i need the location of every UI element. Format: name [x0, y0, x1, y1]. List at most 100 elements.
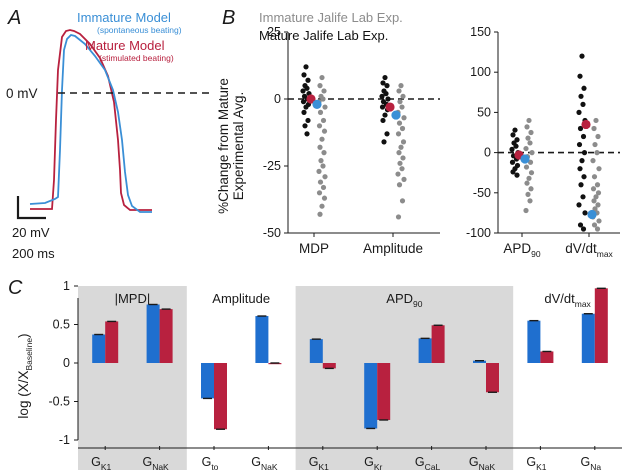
b-immature-exp-point [317, 211, 323, 217]
b-immature-exp-point [318, 158, 324, 164]
c-group-shade [295, 286, 514, 470]
b-immature-exp-point [320, 117, 327, 124]
b-immature-exp-point [396, 120, 403, 126]
b-ytick-label: 50 [477, 105, 491, 119]
b-mature-exp-point [577, 125, 584, 132]
c-ytick-label: -0.5 [48, 395, 70, 409]
b-immature-exp-point [525, 191, 531, 198]
b-immature-exp-point [317, 109, 324, 115]
b-mature-exp-point [577, 73, 583, 79]
b-immature-exp-point [526, 175, 532, 181]
b-immature-exp-point [321, 195, 328, 201]
immature-model-trace [29, 34, 152, 213]
c-immature-bar [146, 304, 160, 363]
b-mature-exp-point [301, 72, 307, 78]
b-immature-exp-point [400, 139, 407, 145]
b-immature-exp-point [316, 190, 323, 196]
b-mature-exp-point [576, 109, 582, 115]
b-mature-model-point [581, 119, 591, 130]
c-immature-bar [364, 363, 378, 429]
b-mature-exp-point [302, 123, 308, 129]
b-immature-exp-point [322, 104, 328, 110]
c-immature-bar [473, 360, 486, 363]
b-immature-exp-point [591, 125, 597, 132]
c-ytick-label: 0 [63, 356, 70, 370]
b-immature-exp-point [594, 182, 601, 188]
c-mature-bar [540, 351, 554, 363]
c-mature-bar [214, 363, 227, 430]
b-mature-exp-point [579, 53, 585, 59]
c-mature-bar [486, 363, 499, 393]
c-immature-bar [201, 363, 214, 399]
c-group-title: Amplitude [212, 291, 270, 306]
b-immature-exp-point [591, 174, 598, 180]
b-immature-exp-point [590, 186, 597, 192]
b-ytick-label: 0 [274, 92, 281, 106]
b-immature-exp-point [523, 145, 529, 152]
zero-mv-label: 0 mV [6, 86, 38, 101]
b-immature-exp-point [525, 135, 531, 141]
c-ylabel: log (X/XBaseline) [16, 333, 34, 418]
b-immature-exp-point [320, 184, 327, 191]
b-immature-exp-point [595, 133, 601, 140]
c-gene-label: GK1 [91, 455, 111, 472]
b-right-plot: 150 100 50 0 -50 -100 APD90 dV/dtmax [466, 25, 620, 259]
b-immature-exp-point [319, 203, 325, 209]
b-immature-exp-point [397, 160, 403, 166]
b-immature-exp-point [594, 150, 600, 156]
b-mature-exp-point [579, 158, 585, 164]
b-mature-exp-point [301, 109, 307, 115]
c-immature-bar [92, 334, 106, 363]
b-mature-exp-point [576, 202, 582, 208]
b-mature-exp-point [305, 77, 311, 83]
b-mature-exp-point [509, 159, 516, 165]
b-immature-model-point [391, 110, 401, 120]
b-immature-exp-point [321, 88, 327, 94]
b-immature-exp-point [590, 158, 596, 164]
b-ytick-label: 0 [484, 146, 491, 160]
b-immature-exp-point [398, 83, 404, 89]
b-immature-exp-point [319, 74, 325, 81]
b-immature-exp-point [524, 180, 530, 186]
c-mature-bar [322, 363, 336, 369]
b-mature-exp-point [382, 112, 388, 118]
b-mature-exp-point [581, 85, 587, 91]
b-immature-exp-point [317, 179, 324, 185]
b-mature-exp-point [512, 127, 518, 133]
b-immature-exp-point [317, 83, 323, 89]
c-immature-bar [418, 338, 432, 363]
c-gene-label: GNaK [142, 455, 169, 472]
b-immature-exp-point [395, 131, 402, 137]
c-gene-label: GK1 [309, 455, 329, 472]
b-immature-exp-point [399, 104, 405, 110]
b-ytick-label: -50 [473, 186, 491, 200]
b-mature-exp-point [580, 133, 587, 140]
b-immature-exp-point [596, 218, 602, 224]
b-mature-exp-point [578, 182, 584, 188]
b-mature-exp-point [509, 146, 515, 152]
panel-a-letter: A [7, 7, 21, 29]
c-gene-label: GKr [364, 455, 382, 472]
b-immature-exp-point [523, 207, 529, 214]
scale-bar-voltage-label: 20 mV [12, 225, 50, 240]
b-mature-exp-point [576, 141, 583, 148]
b-ytick-label: 100 [470, 65, 491, 79]
c-mature-bar [431, 325, 445, 363]
b-immature-exp-point [395, 171, 401, 177]
b-immature-exp-point [528, 186, 534, 192]
b-immature-exp-point [527, 159, 534, 165]
b-mature-exp-point [580, 226, 587, 232]
b-left-plot: 25 0 -25 -50 MDP Amplitude [263, 25, 440, 256]
b-mature-exp-point [379, 104, 386, 110]
b-mature-exp-point [381, 139, 387, 145]
panel-b: B Immature Jalife Lab Exp. Mature Jalife… [216, 7, 620, 259]
b-axes [497, 32, 620, 234]
c-gene-label: GK1 [526, 455, 546, 472]
c-gene-label: GNaK [469, 455, 496, 472]
b-mature-exp-point [578, 93, 584, 99]
scale-bar [16, 196, 46, 220]
b-mature-exp-point [580, 101, 586, 107]
b-immature-exp-point [524, 124, 530, 130]
b-mature-exp-point [510, 169, 516, 175]
c-ytick-label: -1 [59, 433, 70, 447]
